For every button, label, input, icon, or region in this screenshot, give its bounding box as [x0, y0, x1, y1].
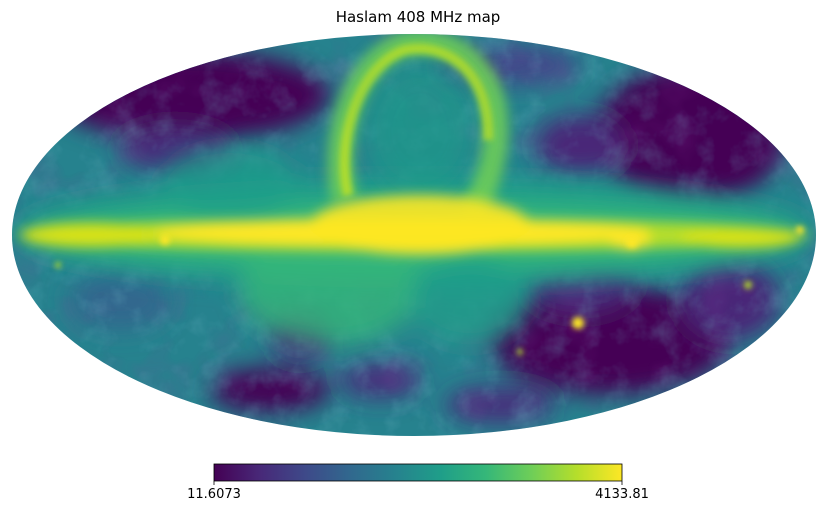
map-title: Haslam 408 MHz map — [335, 8, 501, 26]
galactic-plane-core — [19, 195, 809, 255]
north-polar-spur — [327, 34, 509, 223]
colorbar-gradient — [214, 464, 622, 481]
colorbar-frame — [213, 463, 623, 482]
colorbar — [213, 463, 623, 485]
colorbar-min-label: 11.6073 — [187, 487, 241, 502]
colorbar-max-label: 4133.81 — [595, 487, 649, 502]
point-sources — [55, 226, 804, 355]
